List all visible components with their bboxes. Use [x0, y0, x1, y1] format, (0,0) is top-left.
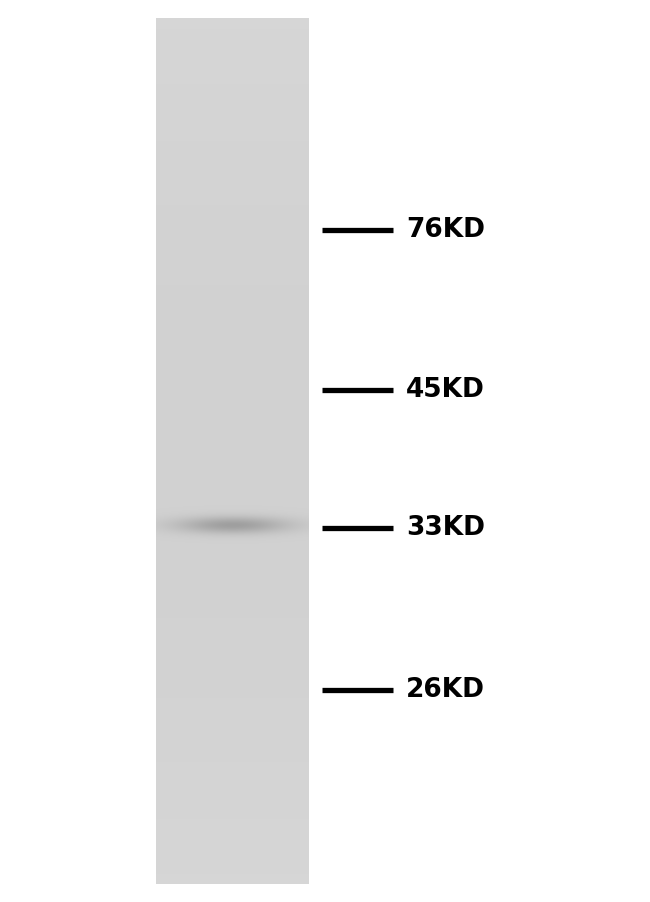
Text: 33KD: 33KD [406, 515, 486, 540]
Text: 45KD: 45KD [406, 377, 485, 402]
Text: 26KD: 26KD [406, 677, 486, 703]
Text: 76KD: 76KD [406, 217, 486, 243]
